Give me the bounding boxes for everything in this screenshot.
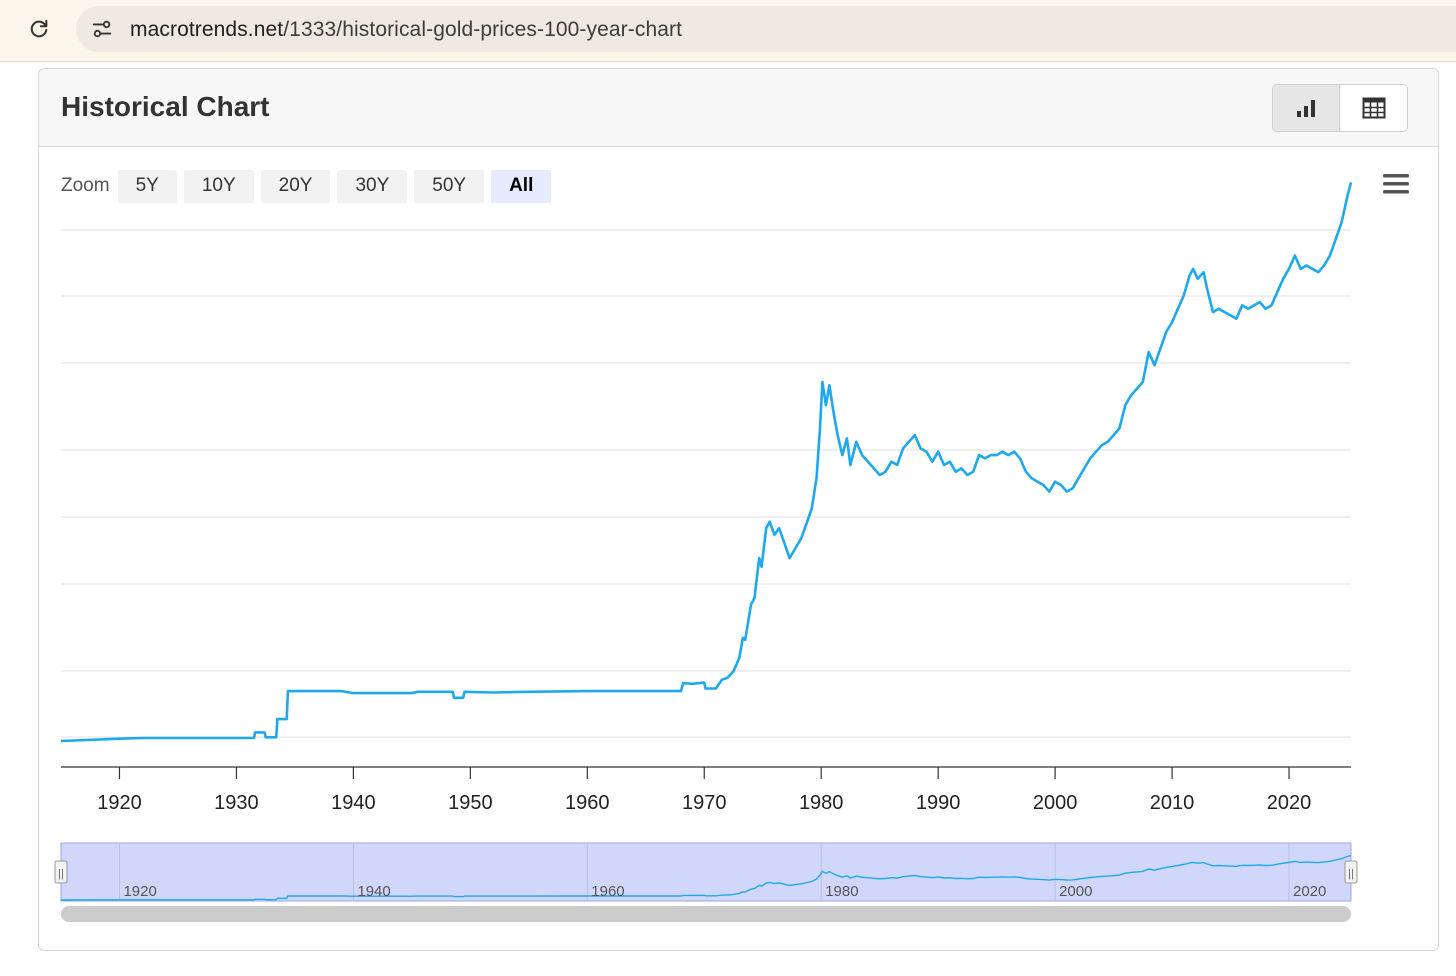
zoom-label: Zoom: [61, 175, 110, 196]
navigator-left-handle-glyph: ||: [58, 868, 64, 880]
navigator-label: 2020: [1293, 883, 1326, 900]
price-chart: 1920 1930 1940 1950 1960 1970 1980 1990 2000 2010…: [54, 182, 1358, 922]
x-tick-label: 1930: [214, 792, 259, 814]
navigator-gridlines: [118, 843, 1290, 901]
table-view-button[interactable]: [1340, 85, 1407, 131]
address-bar[interactable]: macrotrends.net/1333/historical-gold-pri…: [76, 6, 1456, 52]
browser-toolbar: macrotrends.net/1333/historical-gold-pri…: [0, 0, 1456, 62]
navigator-label: 1920: [123, 883, 156, 900]
x-tick-label: 1940: [331, 792, 376, 814]
chart-gridlines: [61, 229, 1351, 738]
card-header: Historical Chart: [39, 69, 1438, 147]
zoom-10y-button[interactable]: 10Y: [183, 169, 254, 203]
navigator-scrollbar[interactable]: [61, 906, 1351, 922]
navigator-labels: 1920 1940 1960 1980 2000 2020: [123, 883, 1326, 900]
url-text[interactable]: macrotrends.net/1333/historical-gold-pri…: [130, 18, 682, 42]
x-tick-label: 1990: [916, 792, 961, 814]
card-title: Historical Chart: [61, 91, 270, 122]
historical-chart-card: Historical Chart: [38, 68, 1439, 951]
url-host: macrotrends.net: [130, 18, 284, 41]
x-tick-label: 1950: [448, 792, 493, 814]
url-path: /1333/historical-gold-prices-100-year-ch…: [283, 18, 683, 41]
navigator-left-handle[interactable]: ||: [54, 860, 68, 884]
navigator-label: 1960: [591, 883, 624, 900]
series-line: [60, 182, 1353, 743]
navigator-label: 2000: [1059, 883, 1092, 900]
zoom-5y-button[interactable]: 5Y: [117, 169, 177, 203]
x-tick-label: 1970: [682, 792, 727, 814]
view-toggle: [1272, 84, 1408, 132]
zoom-controls: Zoom 5Y 10Y 20Y 30Y 50Y All: [61, 169, 558, 203]
x-tick-label: 1920: [97, 792, 142, 814]
x-tick-label: 2020: [1267, 792, 1312, 814]
zoom-50y-button[interactable]: 50Y: [414, 169, 485, 203]
bar-chart-icon: [1297, 100, 1315, 117]
reload-icon[interactable]: [24, 14, 54, 44]
site-settings-icon[interactable]: [90, 17, 114, 41]
navigator-right-handle[interactable]: ||: [1344, 860, 1358, 884]
navigator-label: 1940: [357, 883, 390, 900]
zoom-30y-button[interactable]: 30Y: [337, 169, 408, 203]
hamburger-menu-icon[interactable]: [1383, 173, 1409, 195]
chart-view-button[interactable]: [1273, 85, 1340, 131]
zoom-20y-button[interactable]: 20Y: [260, 169, 331, 203]
navigator-selected-range[interactable]: [60, 842, 1352, 902]
navigator-label: 1980: [825, 883, 858, 900]
x-tick-label: 2010: [1150, 792, 1195, 814]
zoom-all-button[interactable]: All: [491, 169, 552, 203]
navigator-series-line: [60, 854, 1352, 901]
x-tick-label: 2000: [1033, 792, 1078, 814]
range-navigator[interactable]: 1920 1940 1960 1980 2000 2020 || ||: [54, 842, 1358, 922]
x-tick-label: 1980: [799, 792, 844, 814]
table-icon: [1362, 97, 1385, 119]
navigator-right-handle-glyph: ||: [1348, 868, 1354, 880]
x-axis-ticks: 1920 1930 1940 1950 1960 1970 1980 1990 2000 2010…: [97, 767, 1311, 814]
x-tick-label: 1960: [565, 792, 610, 814]
